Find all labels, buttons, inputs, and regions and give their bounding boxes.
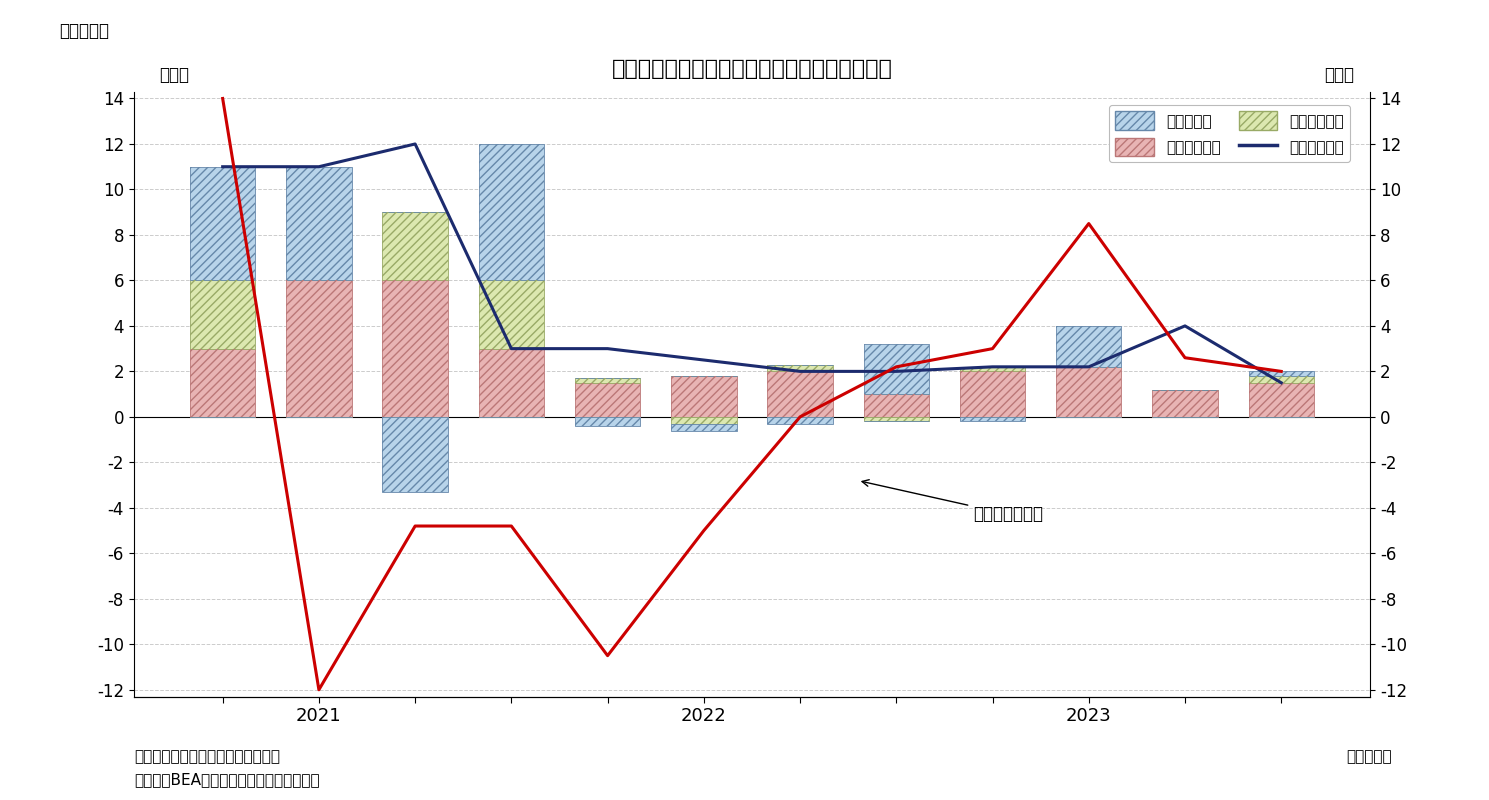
Bar	[1248, 376, 1313, 382]
Bar	[191, 349, 256, 417]
Bar	[864, 394, 929, 417]
Bar	[864, 344, 929, 394]
Text: （資料）BEAよりニッセイ基礎研究所作成: （資料）BEAよりニッセイ基礎研究所作成	[134, 772, 320, 787]
Bar	[1056, 367, 1121, 417]
Bar	[1248, 371, 1313, 376]
Bar	[767, 371, 832, 417]
Bar	[960, 371, 1026, 417]
Bar	[478, 349, 543, 417]
Bar	[672, 424, 737, 430]
Bar	[1056, 326, 1121, 367]
Legend: 耐久財消費, サービス消費, 非耐久消費財, 実質個人消費: 耐久財消費, サービス消費, 非耐久消費財, 実質個人消費	[1109, 106, 1351, 162]
Title: 個人消費支出（主要項目別）および可処分所得: 個人消費支出（主要項目別）および可処分所得	[612, 59, 892, 79]
Bar	[478, 349, 543, 417]
Bar	[383, 417, 448, 492]
Bar	[478, 144, 543, 281]
Bar	[672, 376, 737, 417]
Bar	[672, 376, 737, 417]
Bar	[383, 281, 448, 417]
Bar	[864, 417, 929, 422]
Bar	[1152, 390, 1218, 417]
Bar	[767, 417, 832, 424]
Bar	[767, 371, 832, 417]
Bar	[383, 212, 448, 281]
Bar	[191, 281, 256, 349]
Bar	[767, 417, 832, 424]
Bar	[575, 378, 640, 382]
Bar	[478, 281, 543, 349]
Bar	[383, 281, 448, 417]
Bar	[191, 349, 256, 417]
Bar	[864, 394, 929, 417]
Bar	[383, 417, 448, 492]
Bar	[286, 166, 351, 281]
Bar	[1056, 367, 1121, 417]
Bar	[960, 417, 1026, 422]
Bar	[1248, 371, 1313, 376]
Bar	[1056, 326, 1121, 367]
Bar	[672, 424, 737, 430]
Bar	[575, 378, 640, 382]
Bar	[960, 417, 1026, 422]
Bar	[575, 382, 640, 417]
Bar	[960, 367, 1026, 371]
Bar	[575, 417, 640, 426]
Bar	[191, 281, 256, 349]
Bar	[575, 417, 640, 426]
Bar	[1248, 376, 1313, 382]
Bar	[191, 166, 256, 281]
Bar	[864, 344, 929, 394]
Bar	[1152, 390, 1218, 417]
Text: （％）: （％）	[159, 66, 189, 84]
Bar	[767, 365, 832, 371]
Bar	[191, 166, 256, 281]
Bar	[478, 144, 543, 281]
Text: （％）: （％）	[1324, 66, 1354, 84]
Bar	[478, 281, 543, 349]
Bar	[864, 417, 929, 422]
Bar	[286, 166, 351, 281]
Text: 実質可処分所得: 実質可処分所得	[862, 480, 1044, 523]
Bar	[767, 365, 832, 371]
Bar	[1248, 382, 1313, 417]
Text: （注）季節調整済系列の前期比年率: （注）季節調整済系列の前期比年率	[134, 750, 280, 765]
Text: （図表１）: （図表１）	[60, 22, 110, 40]
Bar	[286, 281, 351, 417]
Bar	[1248, 382, 1313, 417]
Bar	[672, 417, 737, 424]
Bar	[286, 281, 351, 417]
Bar	[960, 371, 1026, 417]
Bar	[575, 382, 640, 417]
Bar	[960, 367, 1026, 371]
Text: （四半期）: （四半期）	[1346, 750, 1392, 765]
Bar	[672, 417, 737, 424]
Bar	[383, 212, 448, 281]
